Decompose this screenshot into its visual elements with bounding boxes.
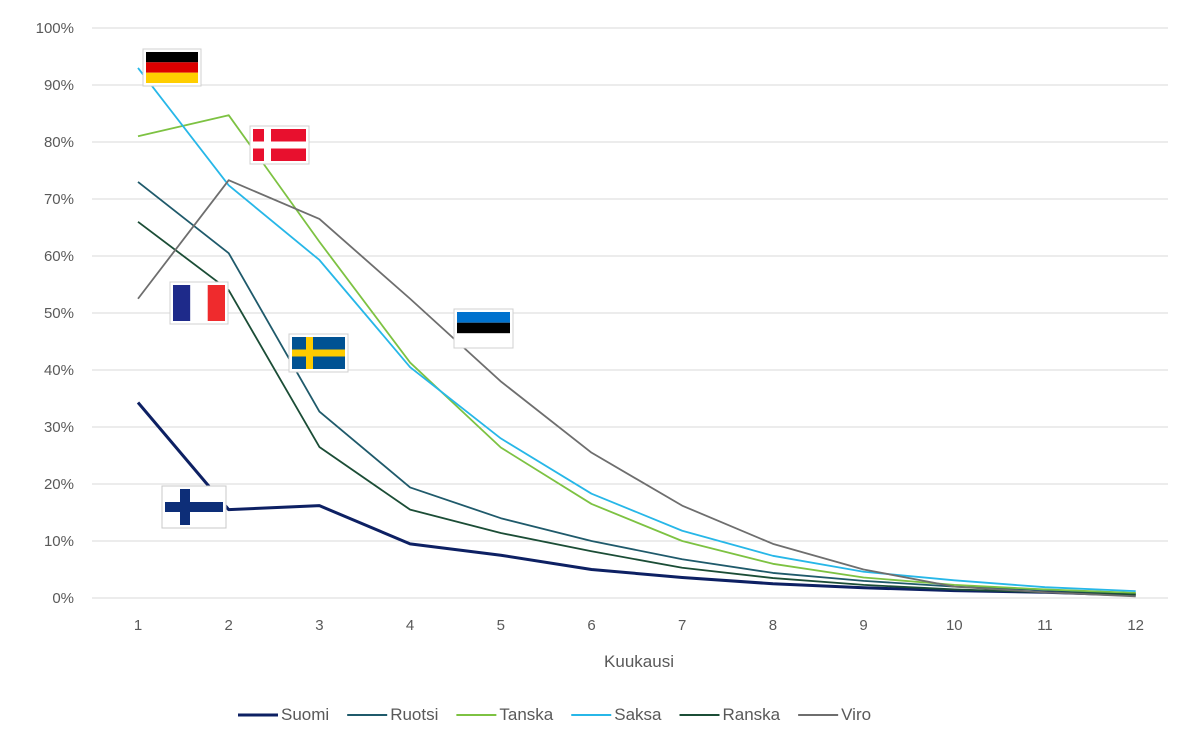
country-flags <box>142 48 514 529</box>
y-axis-ticks: 0% 10% 20% 30% 40% 50% 60% 70% 80% 90% 100% <box>36 20 74 607</box>
series-line-ruotsi <box>137 181 1136 595</box>
series-line-tanska <box>137 114 1136 594</box>
x-tick-label: 2 <box>225 617 233 634</box>
legend-item: Ranska <box>679 705 781 724</box>
x-tick-label: 1 <box>134 617 142 634</box>
y-tick-label: 40% <box>44 362 74 379</box>
denmark-flag-icon <box>249 125 310 165</box>
series-line-ranska <box>137 221 1136 596</box>
legend-label: Tanska <box>499 705 553 724</box>
y-tick-label: 30% <box>44 419 74 436</box>
sweden-flag-icon <box>288 333 349 373</box>
legend-item: Suomi <box>238 705 329 724</box>
series-line-viro <box>137 179 1136 598</box>
legend-item: Viro <box>798 705 871 724</box>
legend-label: Ruotsi <box>390 705 438 724</box>
germany-flag-icon <box>142 48 202 87</box>
legend-item: Tanska <box>456 705 554 724</box>
y-tick-label: 60% <box>44 248 74 265</box>
x-tick-label: 3 <box>315 617 323 634</box>
y-tick-label: 70% <box>44 191 74 208</box>
gridlines <box>92 27 1168 599</box>
y-tick-label: 100% <box>36 20 74 37</box>
x-tick-label: 6 <box>587 617 595 634</box>
france-flag-icon <box>169 281 229 325</box>
x-tick-label: 8 <box>769 617 777 634</box>
legend: Suomi Ruotsi Tanska Saksa Ranska Viro <box>238 705 871 724</box>
legend-label: Saksa <box>614 705 662 724</box>
y-tick-label: 80% <box>44 134 74 151</box>
y-tick-label: 90% <box>44 77 74 94</box>
legend-label: Viro <box>841 705 871 724</box>
legend-item: Ruotsi <box>347 705 438 724</box>
x-tick-label: 4 <box>406 617 414 634</box>
y-tick-label: 10% <box>44 533 74 550</box>
x-tick-label: 7 <box>678 617 686 634</box>
legend-label: Ranska <box>723 705 781 724</box>
legend-label: Suomi <box>281 705 329 724</box>
x-tick-label: 10 <box>946 617 963 634</box>
legend-item: Saksa <box>571 705 662 724</box>
estonia-flag-icon <box>453 308 514 349</box>
series-line-suomi <box>136 401 1136 597</box>
y-tick-label: 0% <box>52 590 74 607</box>
x-tick-label: 9 <box>859 617 867 634</box>
x-axis-ticks: 1 2 3 4 5 6 7 8 9 10 11 12 <box>134 617 1144 634</box>
x-axis-title: Kuukausi <box>604 652 674 671</box>
y-tick-label: 20% <box>44 476 74 493</box>
finland-flag-icon <box>161 485 227 529</box>
x-tick-label: 12 <box>1127 617 1144 634</box>
series-line-saksa <box>137 67 1136 593</box>
series-lines <box>136 67 1136 598</box>
x-tick-label: 11 <box>1037 617 1053 634</box>
x-tick-label: 5 <box>497 617 505 634</box>
y-tick-label: 50% <box>44 305 74 322</box>
